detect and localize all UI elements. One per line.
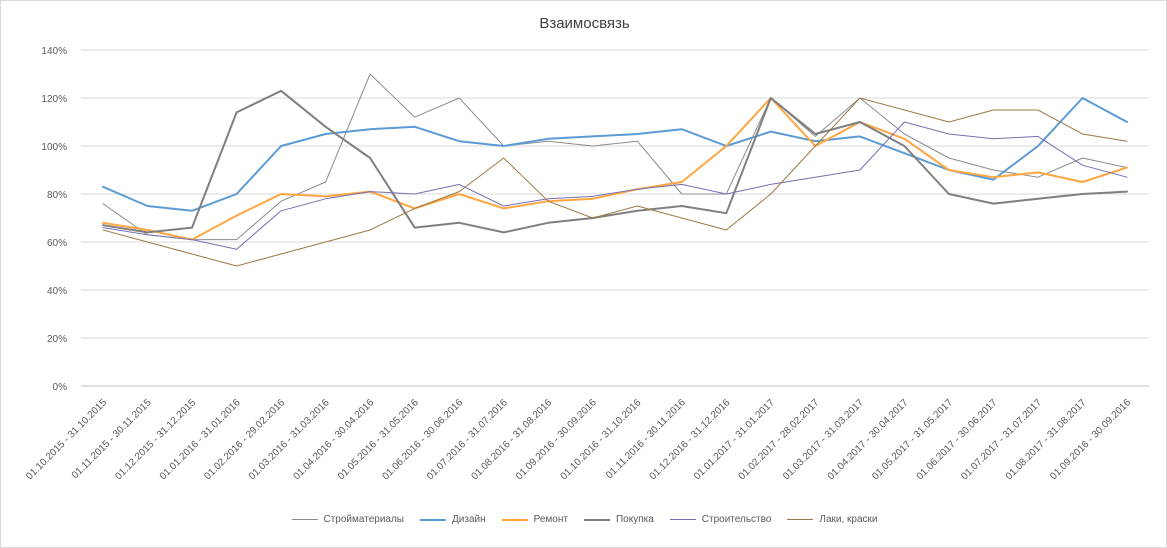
x-tick-label: 01.12.2016 - 31.12.2016	[648, 397, 733, 482]
y-tick-label: 40%	[47, 286, 67, 297]
x-tick-label: 01.01.2017 - 31.01.2017	[692, 397, 777, 482]
x-tick-label: 01.12.2015 - 31.12.2015	[113, 397, 198, 482]
plot-area: 0% 20% 40% 60% 80% 100% 120% 140% 01.10.2015 - 3…	[24, 46, 1149, 482]
x-tick-label: 01.10.2015 - 31.10.2015	[24, 397, 109, 482]
x-tick-label: 01.05.2017 - 31.05.2017	[870, 397, 955, 482]
legend-swatch	[787, 519, 814, 520]
x-tick-label: 01.11.2015 - 30.11.2015	[70, 397, 154, 481]
legend-item: Дизайн	[420, 514, 486, 525]
legend-swatch	[501, 518, 528, 521]
x-tick-label: 01.04.2016 - 30.04.2016	[291, 397, 376, 482]
x-tick-label: 01.01.2016 - 31.01.2016	[158, 397, 243, 482]
legend-label: Строительство	[701, 514, 772, 525]
series-line	[102, 89, 1128, 234]
x-tick-label: 01.06.2016 - 30.06.2016	[380, 397, 465, 482]
x-tick-label: 01.04.2017 - 30.04.2017	[826, 397, 911, 482]
y-tick-label: 140%	[41, 46, 67, 57]
series-line	[102, 73, 1128, 241]
y-tick-label: 120%	[41, 94, 67, 105]
y-tick-label: 100%	[41, 142, 67, 153]
legend-swatch	[669, 519, 696, 520]
x-tick-label: 01.06.2017 - 30.06.2017	[915, 397, 1000, 482]
legend-item: Ремонт	[501, 514, 568, 525]
x-tick-label: 01.03.2017 - 31.03.2017	[781, 397, 866, 482]
legend-swatch	[583, 518, 610, 521]
legend-swatch	[420, 518, 446, 521]
x-tick-label: 01.09.2016 - 30.09.2016	[514, 397, 599, 482]
x-tick-label: 01.08.2016 - 31.08.2016	[469, 397, 554, 482]
x-tick-label: 01.03.2016 - 31.03.2016	[247, 397, 332, 482]
legend-label: Ремонт	[533, 514, 568, 525]
legend-item: Строительство	[669, 514, 772, 525]
y-tick-label: 20%	[47, 334, 67, 345]
series-line	[102, 97, 1128, 241]
series-line	[102, 121, 1128, 250]
x-tick-label: 01.10.2016 - 31.10.2016	[559, 397, 644, 482]
x-tick-label: 01.07.2017 - 31.07.2017	[959, 397, 1044, 482]
series-line	[102, 97, 1128, 267]
legend-label: Покупка	[615, 514, 654, 525]
x-tick-label: 01.09.2016 - 30.09.2016	[1048, 397, 1133, 482]
legend-label: Стройматериалы	[323, 514, 405, 525]
legend-swatch	[291, 519, 318, 520]
legend-item: Лаки, краски	[787, 514, 878, 525]
y-tick-label: 60%	[47, 238, 67, 249]
y-tick-label: 0%	[53, 382, 68, 393]
legend-item: Покупка	[583, 514, 654, 525]
x-tick-label: 01.02.2017 - 28.02.2017	[737, 397, 822, 482]
x-tick-label: 01.05.2016 - 31.05.2016	[336, 397, 421, 482]
x-tick-label: 01.07.2016 - 31.07.2016	[425, 397, 510, 482]
x-tick-label: 01.08.2017 - 31.08.2017	[1004, 397, 1089, 482]
legend-item: Стройматериалы	[291, 514, 405, 525]
x-tick-label: 01.02.2016 - 29.02.2016	[202, 397, 287, 482]
legend: Стройматериалы Дизайн Ремонт Покупка Строите…	[1, 514, 1167, 525]
legend-label: Дизайн	[452, 514, 486, 525]
legend-label: Лаки, краски	[819, 514, 878, 525]
chart-title: Взаимосвязь	[539, 15, 630, 32]
x-tick-label: 01.11.2016 - 30.11.2016	[604, 397, 688, 481]
y-tick-label: 80%	[47, 190, 67, 201]
